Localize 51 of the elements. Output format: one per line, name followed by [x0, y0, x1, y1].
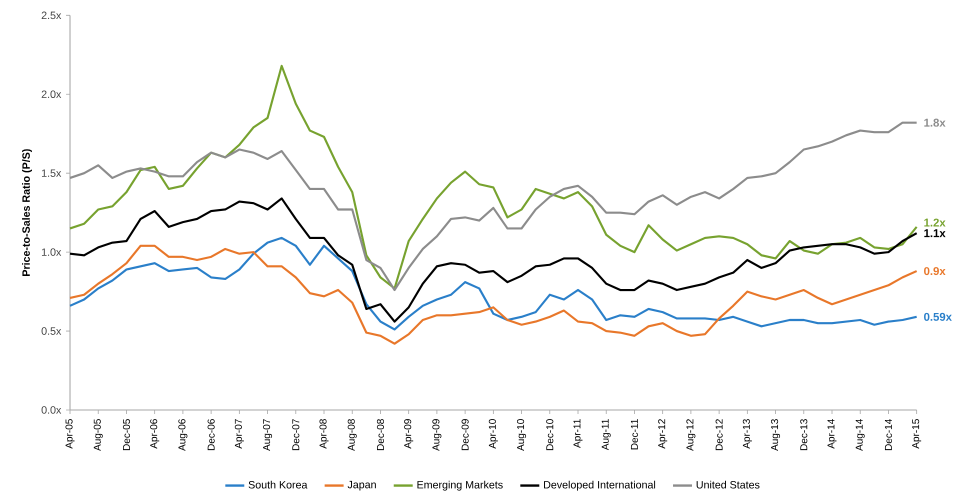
data-label: 0.59x: [924, 312, 952, 321]
x-tick-label: Aug-13: [771, 419, 780, 451]
x-tick-label: Apr-06: [150, 419, 160, 449]
x-tick-label: Dec-11: [630, 419, 638, 450]
x-tick-label: Apr-10: [488, 419, 498, 449]
x-tick-label: Dec-05: [122, 419, 130, 450]
y-tick-label: 2.5x: [42, 12, 62, 20]
x-tick-label: Aug-05: [94, 419, 103, 451]
x-tick-label: Aug-07: [263, 419, 272, 451]
x-tick-label: Dec-13: [800, 419, 808, 450]
data-label: 1.8x: [924, 118, 946, 127]
x-tick-label: Dec-12: [716, 419, 723, 450]
line-series: [68, 122, 918, 292]
y-tick-label: 1.5x: [42, 169, 62, 177]
x-tick-label: Apr-08: [319, 419, 329, 449]
x-tick-label: Dec-10: [546, 419, 554, 450]
line-series: [68, 64, 918, 290]
x-tick-label: Dec-14: [884, 418, 892, 450]
x-tick-label: Apr-05: [65, 419, 75, 449]
x-tick-label: Dec-09: [462, 419, 469, 450]
x-tick-label: Aug-14: [856, 418, 865, 451]
legend-label: United States: [696, 480, 760, 489]
x-tick-label: Dec-08: [376, 419, 384, 450]
legend-label: Japan: [348, 480, 376, 490]
x-tick-label: Apr-15: [912, 419, 922, 449]
legend-label: Emerging Markets: [417, 480, 503, 491]
y-tick-label: 0.5x: [42, 327, 62, 335]
data-label: 1.2x: [924, 218, 946, 226]
x-tick-label: Apr-11: [574, 419, 582, 448]
y-tick-label: 1.0x: [42, 248, 62, 256]
x-tick-label: Apr-12: [658, 419, 668, 449]
data-label: 0.9x: [924, 267, 946, 276]
x-tick-label: Dec-06: [208, 419, 215, 450]
data-label: 1.1x: [924, 229, 946, 238]
x-tick-label: Apr-09: [404, 419, 414, 449]
x-tick-label: Aug-12: [686, 419, 696, 451]
legend-label: South Korea: [248, 480, 308, 489]
x-tick-label: Dec-07: [292, 419, 300, 450]
y-tick-label: 2.0x: [42, 90, 62, 98]
x-tick-label: Aug-06: [178, 419, 188, 451]
x-tick-label: Apr-14: [828, 418, 836, 449]
legend-label: Developed International: [544, 480, 656, 491]
x-tick-label: Aug-10: [517, 419, 526, 451]
x-tick-label: Aug-08: [348, 419, 357, 451]
y-axis-title: Price-to-Sales Ratio (P/S): [22, 149, 32, 276]
x-tick-label: Apr-13: [742, 419, 752, 449]
y-tick-label: 0.0x: [42, 406, 62, 414]
line-series: [68, 197, 918, 323]
x-tick-label: Apr-07: [234, 419, 244, 449]
x-tick-label: Aug-11: [602, 419, 611, 450]
x-tick-label: Aug-09: [432, 419, 442, 451]
